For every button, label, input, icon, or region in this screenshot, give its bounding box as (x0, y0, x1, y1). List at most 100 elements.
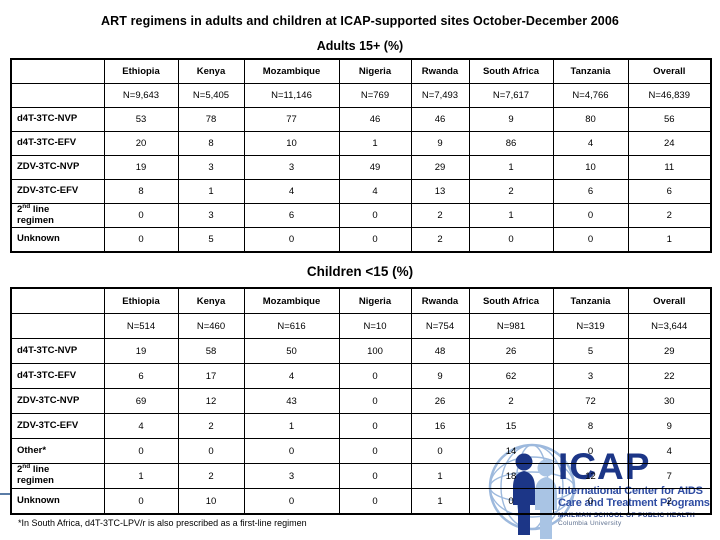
value-cell: 3 (243, 463, 340, 489)
value-cell: 4 (243, 179, 340, 204)
table-row: ZDV-3TC-EFV 8 1 4 4 13 2 6 6 (10, 179, 712, 204)
table-row: Other* 0 0 0 0 0 14 0 4 (10, 438, 712, 464)
row-label: d4T-3TC-NVP (10, 338, 105, 364)
column-header: South Africa (468, 58, 554, 84)
column-header: Kenya (177, 287, 245, 314)
value-cell: 46 (338, 107, 412, 132)
value-cell: 6 (243, 203, 340, 228)
value-cell: 3 (177, 203, 245, 228)
column-header: Rwanda (410, 287, 470, 314)
n-value-cell: N=616 (243, 313, 340, 339)
value-cell: 50 (243, 338, 340, 364)
table-row: d4T-3TC-EFV 6 17 4 0 9 62 3 22 (10, 363, 712, 389)
n-value-cell: N=754 (410, 313, 470, 339)
value-cell: 0 (103, 203, 179, 228)
table-row: ZDV-3TC-EFV 4 2 1 0 16 15 8 9 (10, 413, 712, 439)
n-value-cell: N=46,839 (627, 83, 712, 108)
value-cell: 72 (552, 388, 629, 414)
row-label: 2nd line regimen (10, 463, 105, 489)
value-cell: 2 (410, 203, 470, 228)
n-value-cell: N=11,146 (243, 83, 340, 108)
value-cell: 9 (468, 107, 554, 132)
value-cell: 3 (552, 363, 629, 389)
row-label: Other* (10, 438, 105, 464)
value-cell: 43 (243, 388, 340, 414)
n-value-cell: N=4,766 (552, 83, 629, 108)
value-cell: 78 (177, 107, 245, 132)
value-cell: 16 (410, 413, 470, 439)
corner-cell (10, 313, 105, 339)
column-header: Tanzania (552, 287, 629, 314)
value-cell: 9 (627, 413, 712, 439)
value-cell: 0 (243, 488, 340, 515)
value-cell: 0 (338, 388, 412, 414)
value-cell: 20 (103, 131, 179, 156)
value-cell: 2 (177, 463, 245, 489)
left-accent-line (0, 493, 12, 495)
column-header: Nigeria (338, 287, 412, 314)
value-cell: 8 (103, 179, 179, 204)
n-value-cell: N=981 (468, 313, 554, 339)
value-cell: 0 (338, 488, 412, 515)
row-label: d4T-3TC-NVP (10, 107, 105, 132)
value-cell: 6 (627, 179, 712, 204)
table-header-row: Ethiopia Kenya Mozambique Nigeria Rwanda Sout… (10, 58, 712, 84)
value-cell: 0 (468, 488, 554, 515)
row-label: ZDV-3TC-NVP (10, 388, 105, 414)
value-cell: 12 (552, 463, 629, 489)
value-cell: 26 (468, 338, 554, 364)
value-cell: 69 (103, 388, 179, 414)
value-cell: 1 (410, 463, 470, 489)
table-row: Unknown 0 5 0 0 2 0 0 1 (10, 227, 712, 253)
value-cell: 80 (552, 107, 629, 132)
value-cell: 4 (103, 413, 179, 439)
value-cell: 62 (468, 363, 554, 389)
value-cell: 1 (468, 203, 554, 228)
value-cell: 4 (243, 363, 340, 389)
table-row: d4T-3TC-NVP 19 58 50 100 48 26 5 29 (10, 338, 712, 364)
column-header: Overall (627, 287, 712, 314)
column-header: Tanzania (552, 58, 629, 84)
n-value-cell: N=10 (338, 313, 412, 339)
value-cell: 19 (103, 338, 179, 364)
value-cell: 86 (468, 131, 554, 156)
value-cell: 19 (103, 155, 179, 180)
adults-table: Ethiopia Kenya Mozambique Nigeria Rwanda Sout… (10, 58, 712, 253)
page-title: ART regimens in adults and children at I… (101, 14, 619, 28)
value-cell: 29 (627, 338, 712, 364)
value-cell: 1 (338, 131, 412, 156)
table-row: ZDV-3TC-NVP 69 12 43 0 26 2 72 30 (10, 388, 712, 414)
corner-cell (10, 83, 105, 108)
n-value-cell: N=514 (103, 313, 179, 339)
value-cell: 1 (468, 155, 554, 180)
value-cell: 10 (552, 155, 629, 180)
value-cell: 1 (410, 488, 470, 515)
value-cell: 58 (177, 338, 245, 364)
value-cell: 0 (552, 438, 629, 464)
value-cell: 3 (243, 155, 340, 180)
row-label: ZDV-3TC-NVP (10, 155, 105, 180)
value-cell: 0 (468, 227, 554, 253)
column-header: Kenya (177, 58, 245, 84)
table-n-row: N=9,643 N=5,405 N=11,146 N=769 N=7,493 N=7,61… (10, 83, 712, 108)
value-cell: 10 (243, 131, 340, 156)
value-cell: 53 (103, 107, 179, 132)
value-cell: 0 (103, 488, 179, 515)
table-row: d4T-3TC-EFV 20 8 10 1 9 86 4 24 (10, 131, 712, 156)
n-value-cell: N=7,617 (468, 83, 554, 108)
value-cell: 4 (627, 438, 712, 464)
value-cell: 0 (243, 227, 340, 253)
children-table: Ethiopia Kenya Mozambique Nigeria Rwanda Sout… (10, 287, 712, 515)
value-cell: 9 (410, 131, 470, 156)
n-value-cell: N=9,643 (103, 83, 179, 108)
value-cell: 15 (468, 413, 554, 439)
value-cell: 0 (552, 488, 629, 515)
value-cell: 0 (338, 363, 412, 389)
value-cell: 1 (243, 413, 340, 439)
value-cell: 17 (177, 363, 245, 389)
table-row: 2nd line regimen 0 3 6 0 2 1 0 2 (10, 203, 712, 228)
row-label: d4T-3TC-EFV (10, 363, 105, 389)
column-header: Overall (627, 58, 712, 84)
value-cell: 18 (468, 463, 554, 489)
value-cell: 3 (177, 155, 245, 180)
